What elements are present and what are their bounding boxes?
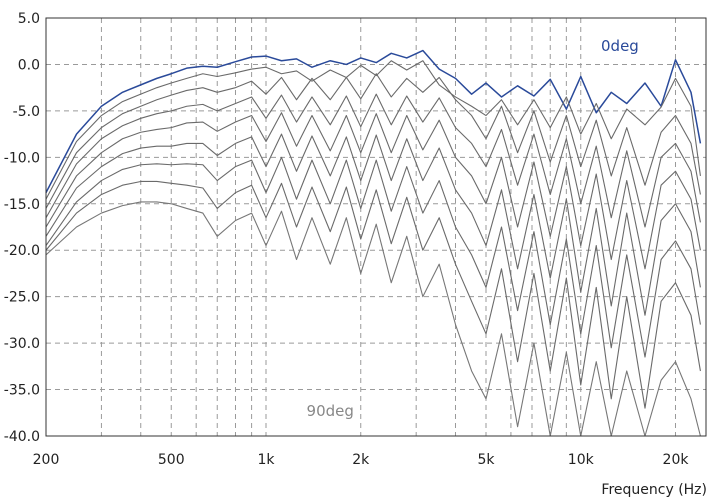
- series-labels: 0deg 90deg: [307, 37, 639, 420]
- x-tick-label: 10k: [568, 452, 595, 468]
- y-tick-label: -35.0: [4, 383, 40, 399]
- series-lines: [45, 49, 702, 437]
- series-line-4: [45, 93, 701, 228]
- x-tick-label: 5k: [477, 452, 495, 468]
- y-tick-label: -40.0: [4, 429, 40, 445]
- x-axis-ticks: 200 500 1k 2k 5k 10k 20k: [33, 452, 690, 468]
- series-line-2: [45, 60, 701, 200]
- y-tick-label: -10.0: [4, 150, 40, 166]
- series-line-8: [45, 180, 701, 409]
- y-tick-label: -30.0: [4, 336, 40, 352]
- y-tick-label: -25.0: [4, 290, 40, 306]
- series-line-5: [45, 112, 701, 270]
- y-tick-label: -5.0: [13, 104, 40, 120]
- x-tick-label: 200: [33, 452, 60, 468]
- y-tick-label: -20.0: [4, 243, 40, 259]
- y-tick-label: 0.0: [18, 57, 40, 73]
- series-line-7: [45, 156, 701, 358]
- x-tick-label: 2k: [352, 452, 370, 468]
- y-tick-label: -15.0: [4, 197, 40, 213]
- x-axis-title: Frequency (Hz): [601, 482, 707, 498]
- series-label: 90deg: [307, 402, 354, 420]
- x-tick-label: 500: [158, 452, 185, 468]
- series-line-6: [45, 133, 701, 316]
- series-label: 0deg: [601, 37, 639, 55]
- series-line-3: [45, 73, 701, 209]
- x-tick-label: 1k: [257, 452, 275, 468]
- plot-frame: [45, 17, 707, 437]
- x-tick-label: 20k: [663, 452, 690, 468]
- series-line-9: [45, 201, 701, 437]
- series-line-1: [45, 49, 702, 193]
- y-axis-ticks: 5.0 0.0 -5.0 -10.0 -15.0 -20.0 -25.0 -30.0 -35.0…: [4, 11, 40, 445]
- y-tick-label: 5.0: [18, 11, 40, 27]
